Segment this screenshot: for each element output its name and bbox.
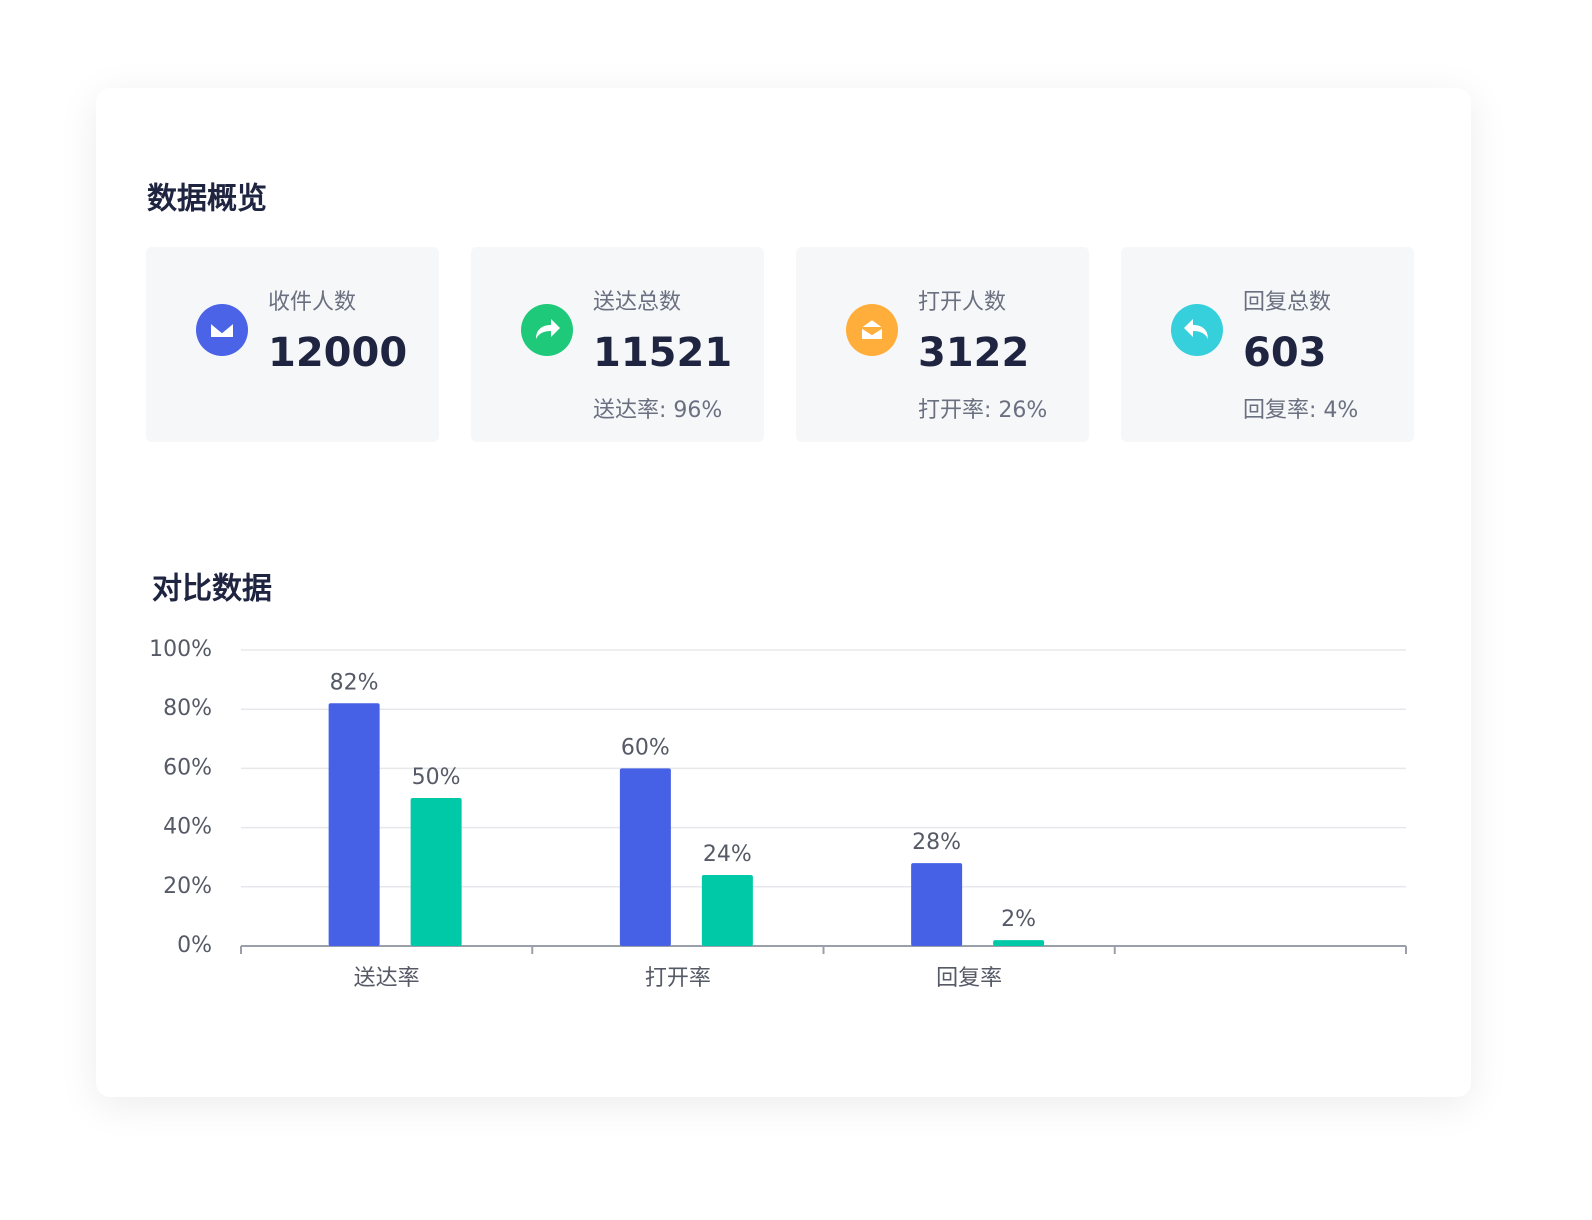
bar [328, 703, 380, 946]
card-value: 603 [1243, 330, 1327, 376]
card-icon [521, 304, 573, 356]
card-value: 11521 [593, 330, 732, 376]
y-tick-label: 20% [163, 874, 212, 899]
card-icon [1171, 304, 1223, 356]
stat-card [146, 247, 439, 442]
y-tick-label: 40% [163, 815, 212, 840]
x-tick-label: 打开率 [645, 966, 711, 991]
stat-card [1121, 247, 1414, 442]
card-icon [846, 304, 898, 356]
icon-glyph [209, 321, 235, 339]
card-rate: 回复率: 4% [1243, 398, 1358, 423]
icon-circle [196, 304, 248, 356]
card-icon [196, 304, 248, 356]
stat-card [796, 247, 1089, 442]
y-tick-label: 80% [163, 696, 212, 721]
bar [911, 863, 963, 946]
card-label: 收件人数 [268, 290, 356, 315]
x-tick-label: 回复率 [936, 966, 1002, 991]
data-label: 28% [912, 830, 961, 855]
y-tick-label: 60% [163, 755, 212, 780]
card-rate: 送达率: 96% [593, 398, 722, 423]
bar [619, 768, 671, 946]
data-label: 50% [412, 765, 461, 790]
bar [993, 940, 1045, 946]
data-label: 60% [621, 735, 670, 760]
card-label: 打开人数 [918, 290, 1006, 315]
card-value: 12000 [268, 330, 407, 376]
card-label: 回复总数 [1243, 290, 1331, 315]
icon-glyph [536, 319, 560, 339]
card-rate: 打开率: 26% [918, 398, 1047, 423]
icon-circle [846, 304, 898, 356]
bar [701, 874, 753, 946]
card-value: 3122 [918, 330, 1029, 376]
data-label: 2% [1001, 907, 1036, 932]
chart-title: 对比数据 [152, 572, 272, 607]
icon-glyph [1184, 319, 1208, 339]
y-tick-label: 0% [177, 933, 212, 958]
bar [410, 798, 462, 946]
y-tick-label: 100% [149, 637, 212, 662]
x-tick-label: 送达率 [354, 966, 420, 991]
data-label: 24% [703, 842, 752, 867]
overview-title: 数据概览 [147, 182, 267, 217]
stat-card [471, 247, 764, 442]
data-label: 82% [330, 670, 379, 695]
icon-glyph [860, 317, 884, 341]
card-label: 送达总数 [593, 290, 681, 315]
